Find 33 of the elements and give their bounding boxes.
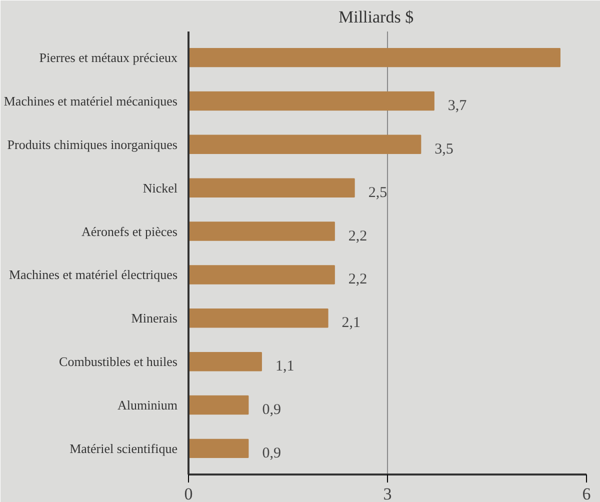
x-tick-label: 3 (383, 484, 392, 502)
bar (188, 222, 335, 241)
x-tick-label: 0 (184, 484, 193, 502)
data-label: 0,9 (262, 402, 281, 418)
y-tick-label: Aéronefs et pièces (81, 224, 178, 239)
bar (188, 134, 422, 154)
data-label: 2,5 (368, 184, 388, 201)
bar (188, 352, 262, 372)
bar (188, 178, 355, 198)
bar (188, 308, 328, 328)
y-tick-label: Produits chimiques inorganiques (7, 136, 178, 152)
bar (188, 438, 249, 458)
data-label: 2,2 (348, 272, 368, 288)
y-tick-label: Pierres et métaux précieux (39, 50, 178, 66)
y-tick-label: Minerais (131, 310, 178, 326)
bar (188, 265, 335, 284)
y-tick-label: Nickel (142, 180, 178, 196)
data-label: 1,1 (275, 358, 294, 375)
data-label: 2,2 (348, 228, 368, 244)
data-label: 2,1 (342, 315, 361, 332)
data-label: 3,5 (434, 141, 454, 158)
y-tick-label: Combustibles et huiles (59, 354, 178, 370)
bar (188, 48, 560, 68)
data-label: 0,9 (262, 445, 281, 462)
data-label: 3,7 (448, 98, 468, 114)
y-tick-label: Machines et matériel électriques (8, 267, 178, 282)
y-tick-label: Machines et matériel mécaniques (4, 93, 178, 108)
y-tick-label: Aluminium (118, 398, 178, 413)
bar (188, 91, 434, 111)
bar (188, 395, 249, 415)
chart-title: Milliards $ (338, 8, 414, 26)
x-tick-label: 6 (582, 484, 591, 502)
y-tick-label: Matériel scientifique (70, 440, 178, 456)
